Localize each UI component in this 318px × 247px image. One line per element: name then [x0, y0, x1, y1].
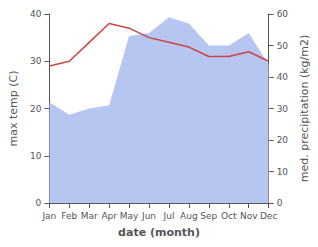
- svg-text:Feb: Feb: [61, 211, 77, 221]
- svg-text:max temp (C): max temp (C): [7, 70, 20, 146]
- svg-text:Aug: Aug: [180, 211, 198, 221]
- svg-text:med. precipitation (kg/m2): med. precipitation (kg/m2): [298, 35, 311, 183]
- svg-text:10: 10: [30, 151, 42, 161]
- svg-text:20: 20: [30, 104, 42, 114]
- svg-text:40: 40: [277, 72, 289, 82]
- svg-text:Dec: Dec: [260, 211, 277, 221]
- svg-text:20: 20: [277, 135, 289, 145]
- svg-text:30: 30: [277, 104, 289, 114]
- svg-text:50: 50: [277, 41, 289, 51]
- svg-text:Nov: Nov: [240, 211, 258, 221]
- svg-text:0: 0: [277, 198, 283, 208]
- svg-text:40: 40: [30, 9, 42, 19]
- svg-text:Jan: Jan: [41, 211, 56, 221]
- svg-text:Jul: Jul: [163, 211, 175, 221]
- svg-text:Mar: Mar: [81, 211, 98, 221]
- svg-text:30: 30: [30, 56, 42, 66]
- svg-text:Jun: Jun: [141, 211, 156, 221]
- svg-text:Oct: Oct: [221, 211, 237, 221]
- svg-text:60: 60: [277, 9, 289, 19]
- svg-text:Apr: Apr: [101, 211, 117, 221]
- svg-text:10: 10: [277, 167, 289, 177]
- svg-text:May: May: [120, 211, 139, 221]
- svg-text:0: 0: [36, 198, 42, 208]
- svg-text:date (month): date (month): [118, 226, 200, 239]
- svg-text:Sep: Sep: [200, 211, 217, 221]
